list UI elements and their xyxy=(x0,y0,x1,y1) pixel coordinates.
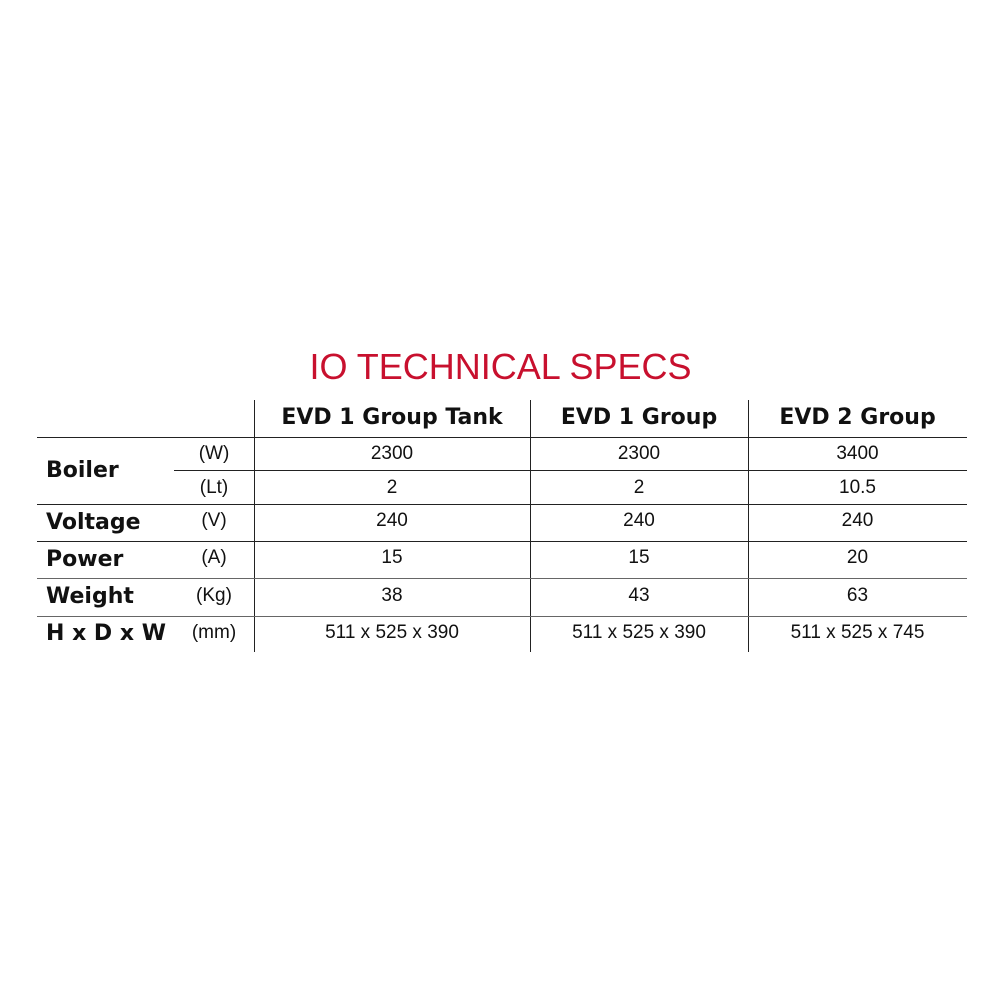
table-cell: 3400 xyxy=(836,443,879,464)
table-cell: 240 xyxy=(841,510,874,531)
row-label: Weight xyxy=(46,584,134,609)
table-cell: 2300 xyxy=(617,443,661,464)
unit-label: (A) xyxy=(201,547,227,568)
column-header: EVD 1 Group xyxy=(560,405,718,430)
table-cell: 38 xyxy=(381,585,403,606)
table-cell: 15 xyxy=(381,547,403,568)
divider xyxy=(37,504,967,505)
table-cell: 511 x 525 x 390 xyxy=(325,622,459,643)
table-cell: 2 xyxy=(386,477,398,498)
divider xyxy=(37,437,967,438)
divider xyxy=(37,578,967,579)
row-label: Power xyxy=(46,547,124,572)
unit-label: (Lt) xyxy=(199,477,229,498)
divider xyxy=(254,400,255,652)
row-label: H x D x W xyxy=(46,621,166,646)
table-cell: 511 x 525 x 390 xyxy=(572,622,706,643)
divider xyxy=(530,400,531,652)
table-cell: 10.5 xyxy=(839,477,876,498)
page-title: IO TECHNICAL SPECS xyxy=(309,346,692,387)
table-cell: 2300 xyxy=(370,443,414,464)
unit-label: (Kg) xyxy=(196,585,232,606)
row-label: Boiler xyxy=(46,458,119,483)
divider xyxy=(37,541,967,542)
divider xyxy=(748,400,749,652)
unit-label: (W) xyxy=(198,443,230,464)
column-header: EVD 2 Group xyxy=(779,405,936,430)
row-label: Voltage xyxy=(46,510,141,535)
table-cell: 240 xyxy=(376,510,408,531)
table-cell: 15 xyxy=(628,547,650,568)
column-header: EVD 1 Group Tank xyxy=(281,405,503,430)
unit-label: (V) xyxy=(201,510,227,531)
table-cell: 2 xyxy=(633,477,645,498)
unit-label: (mm) xyxy=(191,622,237,643)
table-cell: 511 x 525 x 745 xyxy=(790,622,925,643)
table-cell: 240 xyxy=(623,510,655,531)
table-cell: 43 xyxy=(628,585,650,606)
divider xyxy=(37,616,967,617)
table-cell: 63 xyxy=(846,585,869,606)
table-cell: 20 xyxy=(846,547,869,568)
divider xyxy=(174,470,967,471)
